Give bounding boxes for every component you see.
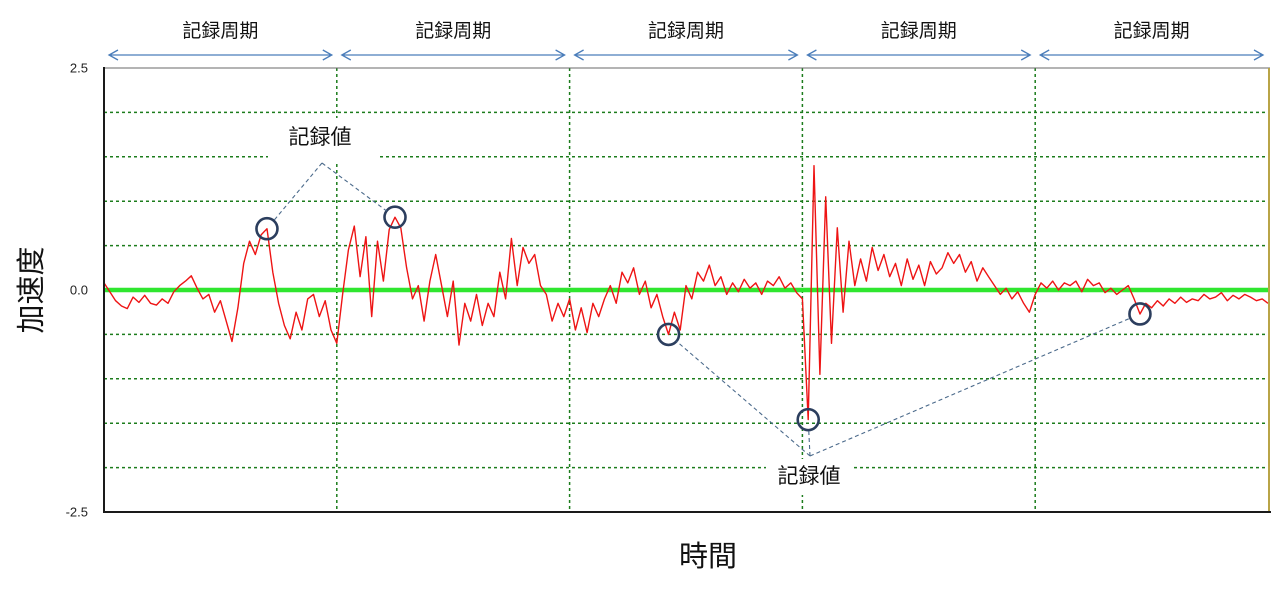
recorded-value-marker-layer: [255, 205, 1152, 432]
recording-period-label: 記録周期: [182, 20, 258, 42]
y-tick-label: -2.5: [66, 505, 88, 520]
recorded-value-marker: [1128, 302, 1152, 326]
callout-connector-line: [809, 317, 1131, 457]
recording-period-arrow: [806, 49, 1032, 61]
lower-callout-background: [766, 459, 854, 495]
callout-connector-line: [808, 430, 811, 457]
y-tick-label: 0.0: [70, 283, 88, 298]
recording-period-label: 記録周期: [648, 20, 724, 42]
recording-period-arrow: [573, 49, 799, 61]
recorded-value-marker: [255, 216, 279, 241]
recording-period-arrow: [1038, 49, 1265, 61]
callout-connector-line: [676, 340, 811, 457]
recorded-value-marker: [383, 205, 407, 229]
recording-period-label: 記録周期: [881, 20, 957, 42]
recording-period-label: 記録周期: [415, 20, 491, 42]
recording-period-label: 記録周期: [1114, 20, 1190, 42]
acceleration-series-line: [103, 164, 1269, 421]
callout-connector-line: [273, 162, 323, 222]
x-axis-title: 時間: [679, 539, 737, 573]
upper-callout-background: [268, 118, 378, 163]
y-tick-label: 2.5: [70, 61, 88, 76]
recorded-value-marker: [656, 322, 681, 347]
series-layer: [103, 164, 1270, 421]
recorded-value-marker: [796, 407, 821, 432]
recording-period-layer: 記録周期 記録周期 記録周期 記録周期 記録周期: [107, 20, 1265, 61]
recording-period-arrow: [340, 49, 566, 61]
recorded-value-callout-label: 記録値: [289, 125, 352, 149]
y-axis-title: 加速度: [14, 246, 48, 333]
callout-connector-layer: [273, 162, 1131, 457]
recording-period-arrow: [107, 49, 334, 61]
recorded-value-callout-label: 記録値: [778, 464, 841, 488]
